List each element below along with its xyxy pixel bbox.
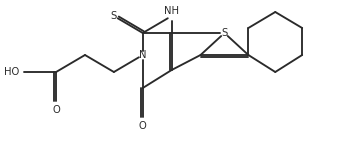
Text: N: N [139, 50, 146, 60]
Text: S: S [111, 11, 117, 21]
Text: O: O [52, 105, 60, 115]
Text: O: O [139, 121, 147, 131]
Text: NH: NH [164, 6, 179, 16]
Text: S: S [221, 28, 228, 38]
Text: HO: HO [4, 67, 19, 77]
